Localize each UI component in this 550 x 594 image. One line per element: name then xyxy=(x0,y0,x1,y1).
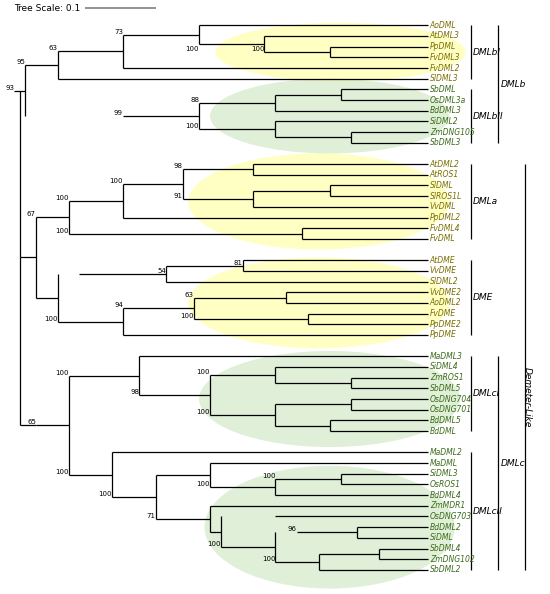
Text: 100: 100 xyxy=(196,409,210,415)
Text: 98: 98 xyxy=(130,389,139,395)
Text: 96: 96 xyxy=(288,526,297,532)
Ellipse shape xyxy=(210,78,449,153)
Text: MaDML: MaDML xyxy=(430,459,458,467)
Text: AtDML2: AtDML2 xyxy=(430,160,460,169)
Text: MaDML3: MaDML3 xyxy=(430,352,463,361)
Ellipse shape xyxy=(188,258,449,348)
Text: BdDML4: BdDML4 xyxy=(430,491,461,500)
Text: OsROS1: OsROS1 xyxy=(430,480,461,489)
Text: 71: 71 xyxy=(146,513,156,519)
Text: VvDML: VvDML xyxy=(430,203,456,211)
Text: FvDML4: FvDML4 xyxy=(430,224,460,233)
Text: BdDML5: BdDML5 xyxy=(430,416,461,425)
Text: 63: 63 xyxy=(185,292,194,298)
Text: PpDML2: PpDML2 xyxy=(430,213,461,222)
Text: ZmMDR1: ZmMDR1 xyxy=(430,501,465,510)
Text: SbDML5: SbDML5 xyxy=(430,384,461,393)
Text: SbDML: SbDML xyxy=(430,85,456,94)
Ellipse shape xyxy=(216,23,466,81)
Text: DMLbI: DMLbI xyxy=(473,48,501,56)
Text: BdDML: BdDML xyxy=(430,426,456,435)
Text: SbDML4: SbDML4 xyxy=(430,544,461,553)
Text: 100: 100 xyxy=(180,313,194,319)
Text: FvDML2: FvDML2 xyxy=(430,64,460,72)
Text: 65: 65 xyxy=(27,419,36,425)
Text: 73: 73 xyxy=(114,29,123,34)
Text: 100: 100 xyxy=(55,228,69,233)
Text: SbDML3: SbDML3 xyxy=(430,138,461,147)
Text: Tree Scale: 0.1: Tree Scale: 0.1 xyxy=(14,4,80,12)
Text: SlDML2: SlDML2 xyxy=(430,277,458,286)
Text: SlDML3: SlDML3 xyxy=(430,74,458,83)
Text: SiDML2: SiDML2 xyxy=(430,117,458,126)
Text: AoDML2: AoDML2 xyxy=(430,298,461,308)
Text: PpDML: PpDML xyxy=(430,42,456,51)
Text: 93: 93 xyxy=(5,84,14,90)
Text: SiDML3: SiDML3 xyxy=(430,469,458,478)
Text: AtROS1: AtROS1 xyxy=(430,170,459,179)
Text: 94: 94 xyxy=(114,302,123,308)
Text: DMLc: DMLc xyxy=(500,459,525,467)
Text: VvDME2: VvDME2 xyxy=(430,287,461,297)
Text: 100: 100 xyxy=(44,315,58,321)
Text: 100: 100 xyxy=(262,473,275,479)
Ellipse shape xyxy=(199,351,460,447)
Text: SlDML: SlDML xyxy=(430,181,453,190)
Text: 100: 100 xyxy=(196,481,210,487)
Text: FvDML3: FvDML3 xyxy=(430,53,460,62)
Ellipse shape xyxy=(188,153,449,249)
Text: SbDML2: SbDML2 xyxy=(430,565,461,574)
Text: Demeter-Like: Demeter-Like xyxy=(523,367,532,427)
Ellipse shape xyxy=(205,466,455,589)
Text: ZmDNG102: ZmDNG102 xyxy=(430,555,475,564)
Text: 99: 99 xyxy=(114,110,123,116)
Text: 98: 98 xyxy=(174,163,183,169)
Text: ZmDNG105: ZmDNG105 xyxy=(430,128,475,137)
Text: OsDNG703: OsDNG703 xyxy=(430,512,472,521)
Text: SlROS1L: SlROS1L xyxy=(430,192,462,201)
Text: 81: 81 xyxy=(234,260,243,266)
Text: FvDML: FvDML xyxy=(430,235,455,244)
Text: DMLb: DMLb xyxy=(500,80,526,89)
Text: 54: 54 xyxy=(158,267,167,274)
Text: 95: 95 xyxy=(16,59,25,65)
Text: 63: 63 xyxy=(48,45,58,51)
Text: OsDML3a: OsDML3a xyxy=(430,96,466,105)
Text: SiDML: SiDML xyxy=(430,533,453,542)
Text: 100: 100 xyxy=(55,195,69,201)
Text: 100: 100 xyxy=(196,369,210,375)
Text: DME: DME xyxy=(473,293,493,302)
Text: 100: 100 xyxy=(207,541,221,547)
Text: OsDNG704: OsDNG704 xyxy=(430,394,472,403)
Text: DMLcII: DMLcII xyxy=(473,507,503,516)
Text: PpDME: PpDME xyxy=(430,330,456,339)
Text: AtDML3: AtDML3 xyxy=(430,31,460,40)
Text: VvDME: VvDME xyxy=(430,266,457,276)
Text: 100: 100 xyxy=(262,556,275,562)
Text: FvDME: FvDME xyxy=(430,309,456,318)
Text: 88: 88 xyxy=(190,97,199,103)
Text: 67: 67 xyxy=(27,211,36,217)
Text: BdDML2: BdDML2 xyxy=(430,523,461,532)
Text: 100: 100 xyxy=(55,469,69,475)
Text: PpDME2: PpDME2 xyxy=(430,320,461,329)
Text: 100: 100 xyxy=(109,178,123,184)
Text: OsDNG701: OsDNG701 xyxy=(430,405,472,414)
Text: AoDML: AoDML xyxy=(430,21,456,30)
Text: 100: 100 xyxy=(251,46,265,52)
Text: 100: 100 xyxy=(185,124,199,129)
Text: MaDML2: MaDML2 xyxy=(430,448,463,457)
Text: 91: 91 xyxy=(174,193,183,199)
Text: 100: 100 xyxy=(98,491,112,497)
Text: 100: 100 xyxy=(55,369,69,375)
Text: AtDME: AtDME xyxy=(430,255,455,265)
Text: 100: 100 xyxy=(185,46,199,52)
Text: DMLa: DMLa xyxy=(473,197,498,206)
Text: DMLcI: DMLcI xyxy=(473,389,500,398)
Text: SiDML4: SiDML4 xyxy=(430,362,458,371)
Text: BdDML3: BdDML3 xyxy=(430,106,461,115)
Text: DMLbII: DMLbII xyxy=(473,112,504,121)
Text: ZmROS1: ZmROS1 xyxy=(430,373,463,382)
